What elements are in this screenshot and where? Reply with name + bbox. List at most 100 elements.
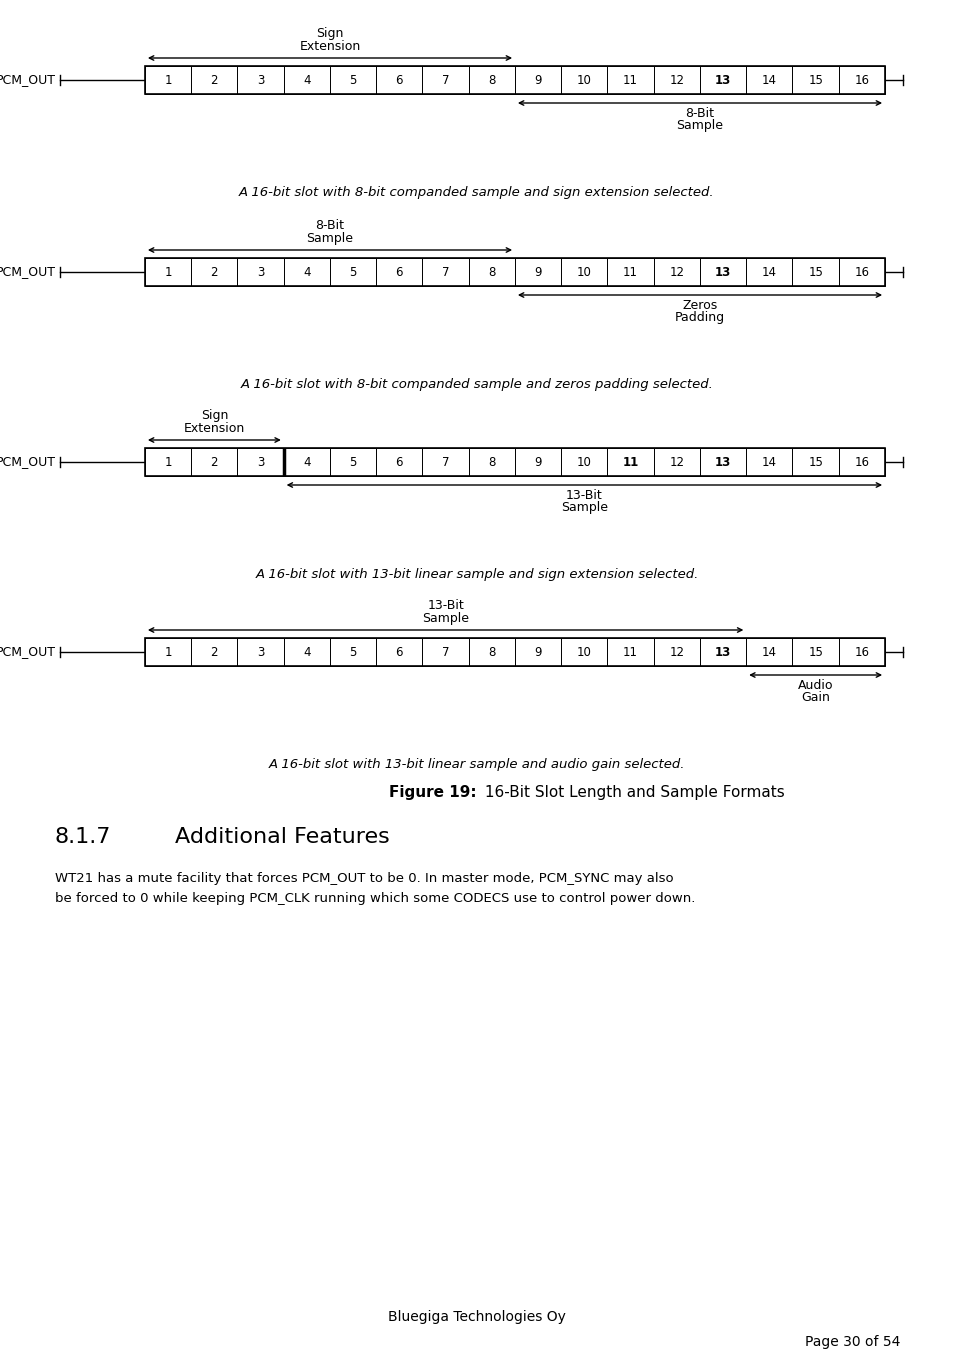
Bar [145, 638, 191, 667]
Text: 8: 8 [488, 74, 495, 86]
Bar [792, 448, 838, 476]
Bar [145, 65, 884, 94]
Text: 14: 14 [761, 646, 776, 658]
Text: 10: 10 [577, 266, 591, 278]
Text: 9: 9 [534, 646, 541, 658]
Bar [145, 448, 884, 476]
Text: Extension: Extension [299, 40, 360, 53]
Bar [607, 448, 653, 476]
Text: 3: 3 [256, 266, 264, 278]
Text: 11: 11 [622, 266, 638, 278]
Text: 6: 6 [395, 74, 403, 86]
Text: 11: 11 [622, 646, 638, 658]
Bar [191, 258, 237, 286]
Text: Zeros: Zeros [681, 298, 717, 312]
Text: Sample: Sample [306, 232, 354, 245]
Text: Page 30 of 54: Page 30 of 54 [803, 1334, 899, 1349]
Text: 16: 16 [854, 266, 868, 278]
Text: A 16-bit slot with 13-bit linear sample and sign extension selected.: A 16-bit slot with 13-bit linear sample … [255, 568, 698, 581]
Text: 5: 5 [349, 266, 356, 278]
Bar [607, 65, 653, 94]
Text: 11: 11 [622, 455, 639, 469]
Bar [560, 258, 607, 286]
Text: 10: 10 [577, 646, 591, 658]
Bar [792, 258, 838, 286]
Bar [653, 448, 700, 476]
Text: 16-Bit Slot Length and Sample Formats: 16-Bit Slot Length and Sample Formats [479, 785, 784, 800]
Text: 8.1.7: 8.1.7 [55, 827, 112, 846]
Bar [283, 638, 330, 667]
Text: 8: 8 [488, 455, 495, 469]
Bar [145, 638, 884, 667]
Text: Additional Features: Additional Features [174, 827, 390, 846]
Text: 1: 1 [164, 455, 172, 469]
Bar [283, 258, 330, 286]
Text: 5: 5 [349, 74, 356, 86]
Bar [468, 638, 515, 667]
Bar [145, 448, 191, 476]
Text: 4: 4 [303, 74, 311, 86]
Text: 14: 14 [761, 74, 776, 86]
Bar [745, 638, 792, 667]
Bar [745, 65, 792, 94]
Text: PCM_OUT: PCM_OUT [0, 266, 56, 278]
Text: 12: 12 [669, 646, 683, 658]
Text: 9: 9 [534, 455, 541, 469]
Text: 2: 2 [211, 74, 218, 86]
Bar [237, 638, 283, 667]
Text: 11: 11 [622, 74, 638, 86]
Text: 16: 16 [854, 646, 868, 658]
Bar [515, 258, 560, 286]
Text: 9: 9 [534, 74, 541, 86]
Text: 13-Bit: 13-Bit [565, 489, 602, 502]
Text: 8-Bit: 8-Bit [685, 108, 714, 120]
Bar [700, 448, 745, 476]
Bar [515, 65, 560, 94]
Bar [330, 638, 375, 667]
Text: 3: 3 [256, 646, 264, 658]
Text: 5: 5 [349, 455, 356, 469]
Text: Sample: Sample [676, 119, 722, 132]
Text: 15: 15 [807, 646, 822, 658]
Bar [653, 638, 700, 667]
Text: 13-Bit: 13-Bit [427, 598, 463, 612]
Text: PCM_OUT: PCM_OUT [0, 74, 56, 86]
Text: 15: 15 [807, 455, 822, 469]
Text: 6: 6 [395, 646, 403, 658]
Bar [515, 638, 560, 667]
Text: Audio: Audio [797, 679, 833, 692]
Text: A 16-bit slot with 8-bit companded sample and zeros padding selected.: A 16-bit slot with 8-bit companded sampl… [240, 378, 713, 391]
Bar [607, 258, 653, 286]
Text: 1: 1 [164, 74, 172, 86]
Text: Padding: Padding [674, 311, 724, 324]
Bar [145, 258, 884, 286]
Text: 10: 10 [577, 455, 591, 469]
Text: 9: 9 [534, 266, 541, 278]
Text: 2: 2 [211, 266, 218, 278]
Text: Sign: Sign [200, 409, 228, 423]
Text: 2: 2 [211, 646, 218, 658]
Text: 12: 12 [669, 74, 683, 86]
Bar [375, 448, 422, 476]
Bar [560, 448, 607, 476]
Text: 12: 12 [669, 266, 683, 278]
Bar [838, 448, 884, 476]
Text: Extension: Extension [184, 423, 245, 435]
Bar [422, 258, 468, 286]
Text: 3: 3 [256, 74, 264, 86]
Bar [191, 65, 237, 94]
Bar [838, 258, 884, 286]
Text: 13: 13 [714, 646, 731, 658]
Bar [745, 258, 792, 286]
Bar [560, 638, 607, 667]
Text: Sign: Sign [316, 27, 343, 40]
Text: 7: 7 [441, 74, 449, 86]
Text: 14: 14 [761, 455, 776, 469]
Text: 6: 6 [395, 455, 403, 469]
Text: 16: 16 [854, 74, 868, 86]
Bar [838, 638, 884, 667]
Text: 6: 6 [395, 266, 403, 278]
Bar [653, 258, 700, 286]
Bar [792, 638, 838, 667]
Bar [700, 258, 745, 286]
